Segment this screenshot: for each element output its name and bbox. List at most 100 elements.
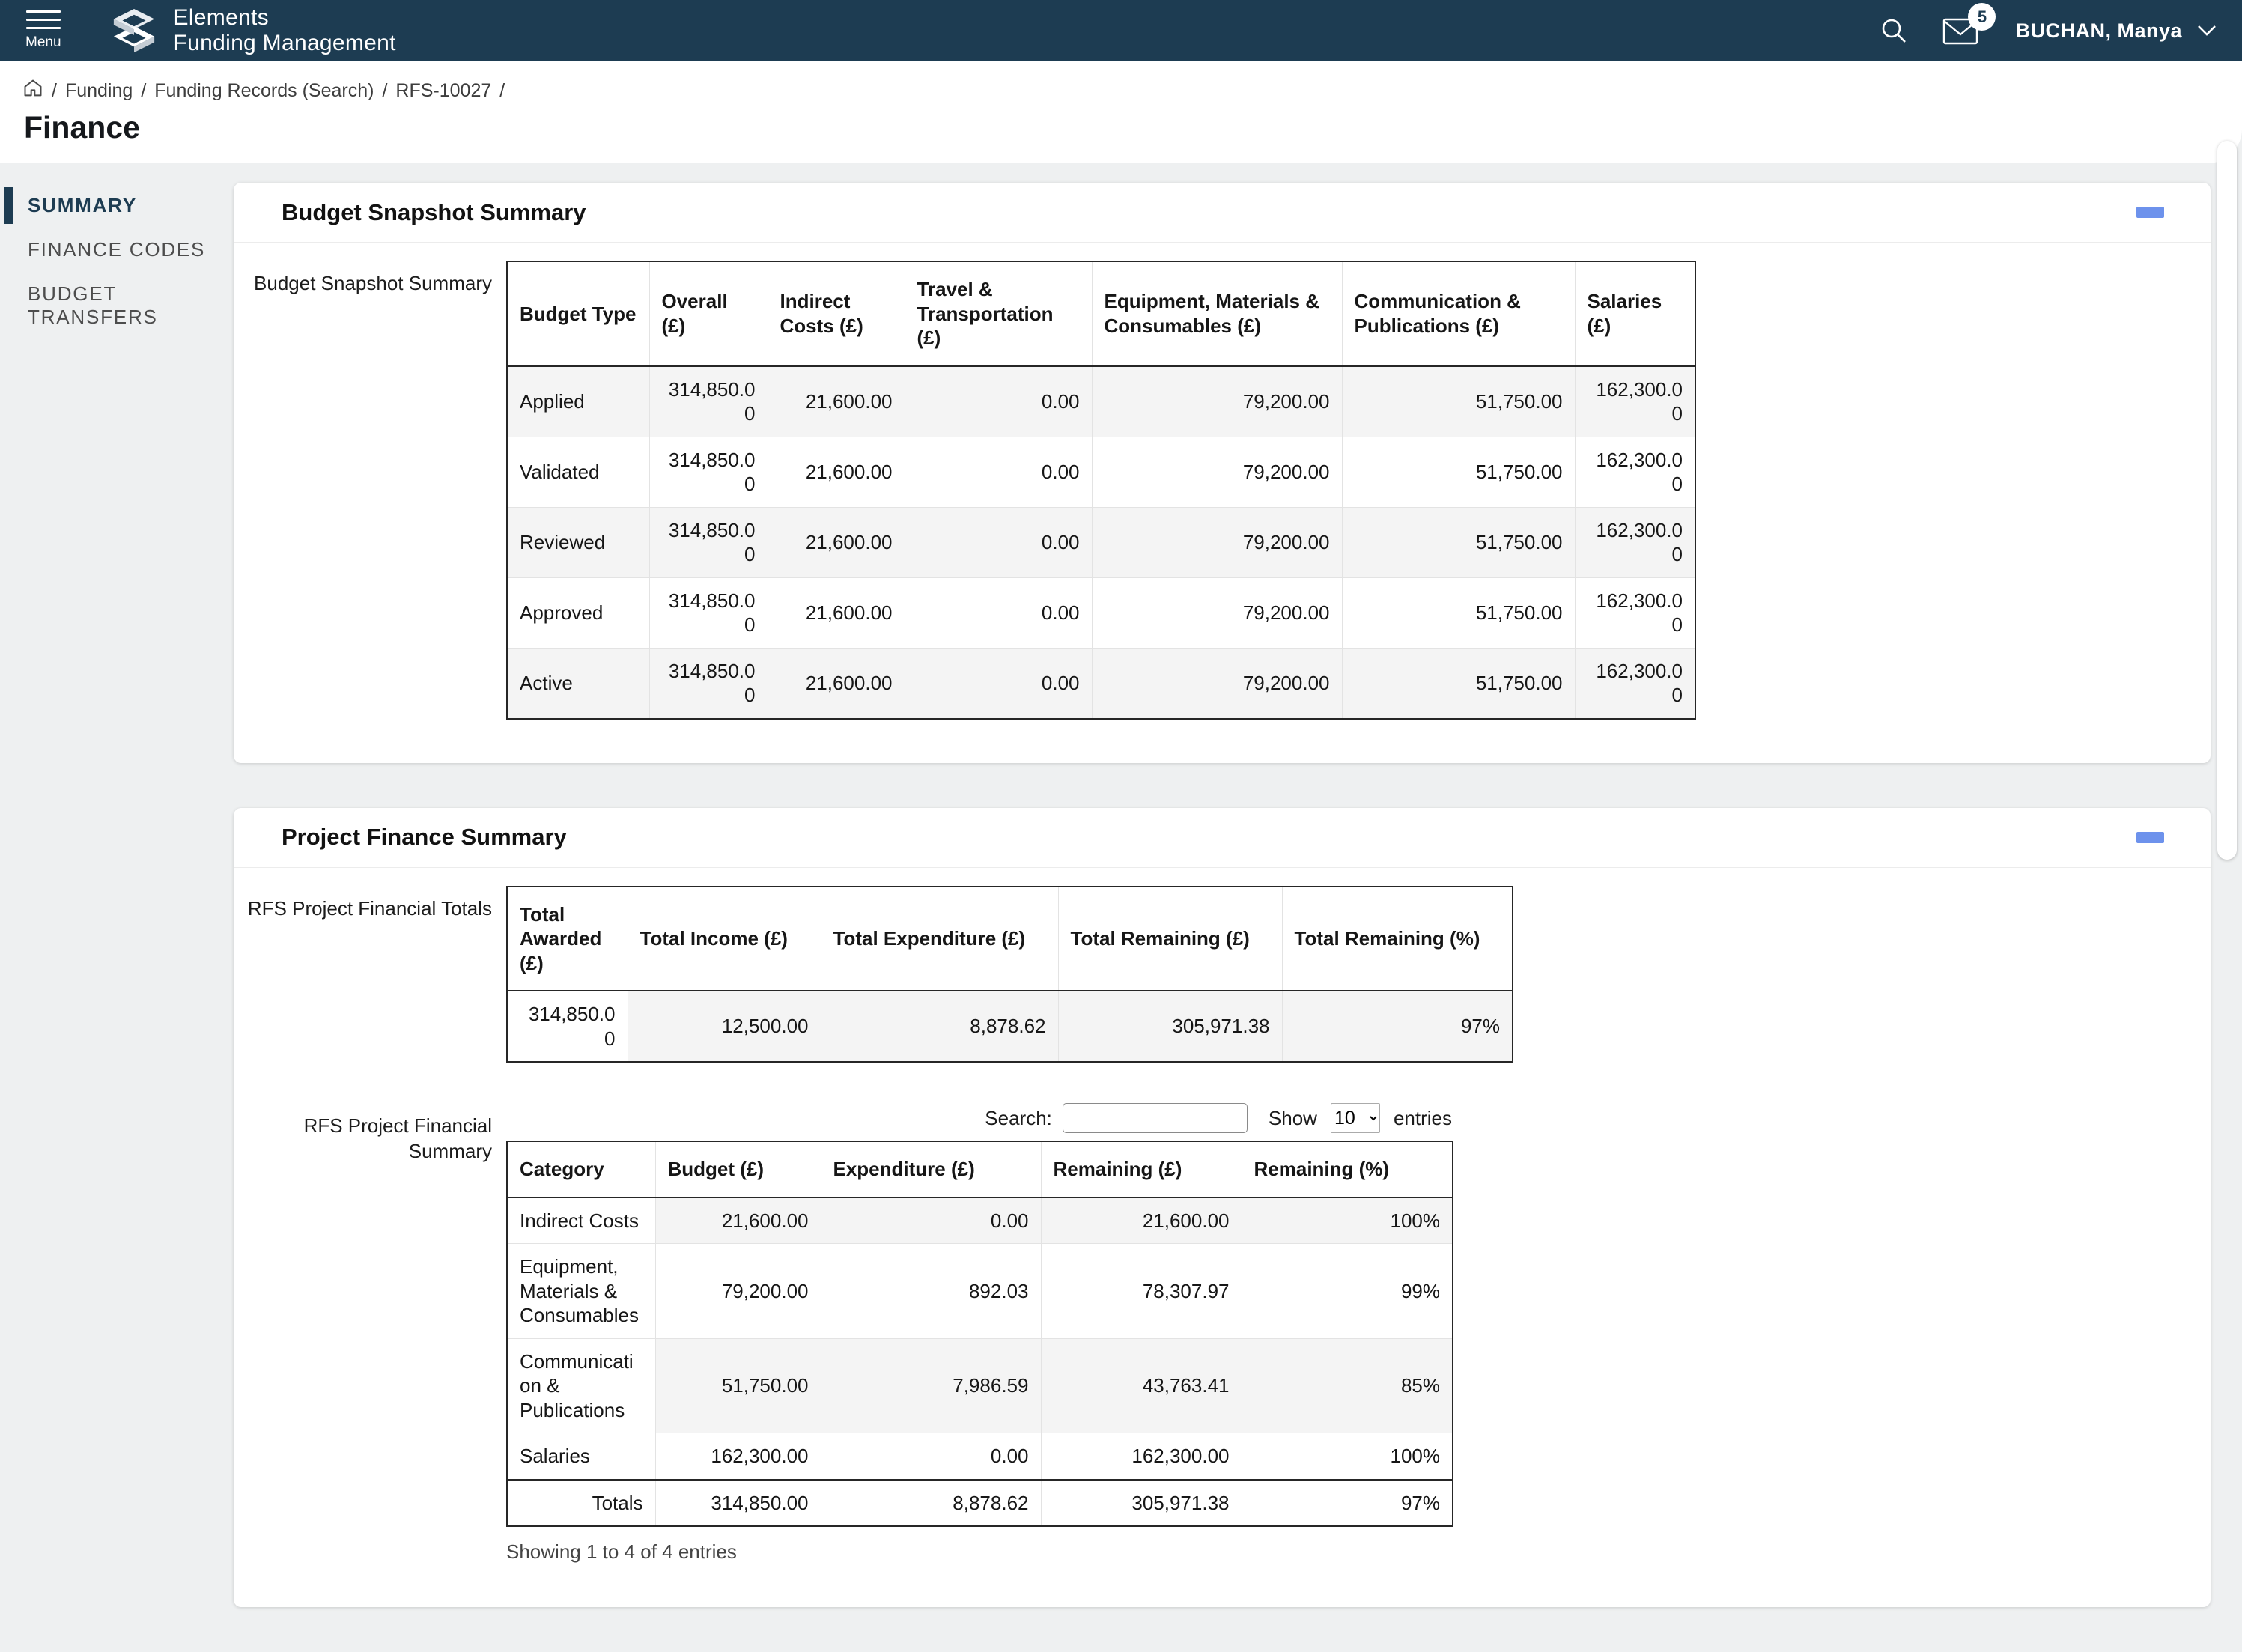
cell: 100% bbox=[1242, 1433, 1453, 1480]
cell: 21,600.00 bbox=[768, 648, 905, 719]
menu-label: Menu bbox=[25, 34, 61, 51]
user-menu[interactable]: BUCHAN, Manya bbox=[2015, 19, 2217, 43]
breadcrumb: /Funding/Funding Records (Search)/RFS-10… bbox=[22, 78, 2242, 104]
cell: Reviewed bbox=[507, 507, 649, 577]
column-header: Budget (£) bbox=[655, 1141, 821, 1197]
column-header: Total Income (£) bbox=[628, 887, 821, 991]
column-header: Budget Type bbox=[507, 261, 649, 366]
cell: 51,750.00 bbox=[1342, 366, 1575, 437]
cell: 51,750.00 bbox=[1342, 507, 1575, 577]
cell: 162,300.00 bbox=[1575, 507, 1695, 577]
page-size-select[interactable]: 10 bbox=[1331, 1103, 1380, 1133]
cell: 314,850.00 bbox=[649, 577, 768, 648]
cell: 162,300.00 bbox=[655, 1433, 821, 1480]
cell: 162,300.00 bbox=[1575, 577, 1695, 648]
menu-button[interactable]: Menu bbox=[25, 10, 61, 51]
field-label: Budget Snapshot Summary bbox=[234, 261, 506, 720]
table-row: 314,850.0012,500.008,878.62305,971.3897% bbox=[507, 991, 1513, 1062]
cell: Communication & Publications bbox=[507, 1338, 655, 1433]
breadcrumb-separator: / bbox=[499, 80, 505, 102]
cell: 79,200.00 bbox=[1092, 507, 1342, 577]
cell: 21,600.00 bbox=[768, 507, 905, 577]
cell: 79,200.00 bbox=[1092, 366, 1342, 437]
column-header: Expenditure (£) bbox=[821, 1141, 1041, 1197]
cell: 314,850.00 bbox=[649, 366, 768, 437]
breadcrumb-item[interactable]: RFS-10027 bbox=[395, 80, 491, 102]
cell: Validated bbox=[507, 437, 649, 507]
table-row: Salaries162,300.000.00162,300.00100% bbox=[507, 1433, 1453, 1480]
cell: 21,600.00 bbox=[768, 437, 905, 507]
breadcrumb-separator: / bbox=[52, 80, 57, 102]
cell: 162,300.00 bbox=[1575, 648, 1695, 719]
cell: 305,971.38 bbox=[1058, 991, 1282, 1062]
cell: 21,600.00 bbox=[768, 577, 905, 648]
cell: 43,763.41 bbox=[1041, 1338, 1242, 1433]
cell: 21,600.00 bbox=[768, 366, 905, 437]
cell: 51,750.00 bbox=[1342, 577, 1575, 648]
cell: Salaries bbox=[507, 1433, 655, 1480]
breadcrumb-item[interactable]: Funding bbox=[65, 80, 133, 102]
sidebar-item-summary[interactable]: SUMMARY bbox=[4, 187, 234, 224]
search-icon[interactable] bbox=[1880, 17, 1907, 44]
collapse-minus-icon[interactable] bbox=[2136, 207, 2164, 218]
table-row: Applied314,850.0021,600.000.0079,200.005… bbox=[507, 366, 1695, 437]
home-icon[interactable] bbox=[22, 78, 43, 104]
cell: 314,850.00 bbox=[649, 648, 768, 719]
cell: 0.00 bbox=[905, 366, 1092, 437]
cell: 314,850.00 bbox=[649, 437, 768, 507]
user-name: BUCHAN, Manya bbox=[2015, 19, 2182, 43]
cell: 8,878.62 bbox=[821, 1480, 1041, 1527]
scrollbar-thumb[interactable] bbox=[2217, 141, 2237, 860]
table-row: Equipment, Materials & Consumables79,200… bbox=[507, 1244, 1453, 1339]
cell: 314,850.00 bbox=[507, 991, 628, 1062]
column-header: Remaining (%) bbox=[1242, 1141, 1453, 1197]
notifications-button[interactable]: 5 bbox=[1942, 15, 1981, 46]
hamburger-icon bbox=[26, 10, 61, 29]
cell: 162,300.00 bbox=[1041, 1433, 1242, 1480]
cell: 79,200.00 bbox=[1092, 437, 1342, 507]
cell: 85% bbox=[1242, 1338, 1453, 1433]
project-finance-card: Project Finance Summary RFS Project Fina… bbox=[234, 808, 2211, 1608]
search-label: Search: bbox=[985, 1107, 1052, 1130]
column-header: Remaining (£) bbox=[1041, 1141, 1242, 1197]
entries-label: entries bbox=[1394, 1107, 1452, 1130]
cell: Active bbox=[507, 648, 649, 719]
cell: Totals bbox=[507, 1480, 655, 1527]
sidebar-item-budget-transfers[interactable]: BUDGET TRANSFERS bbox=[4, 276, 234, 335]
cell: 21,600.00 bbox=[1041, 1197, 1242, 1244]
cell: 21,600.00 bbox=[655, 1197, 821, 1244]
breadcrumb-item[interactable]: Funding Records (Search) bbox=[154, 80, 374, 102]
cell: 0.00 bbox=[821, 1197, 1041, 1244]
app-title: Elements Funding Management bbox=[174, 5, 396, 56]
cell: 51,750.00 bbox=[1342, 648, 1575, 719]
collapse-minus-icon[interactable] bbox=[2136, 832, 2164, 843]
cell: 79,200.00 bbox=[1092, 577, 1342, 648]
cell: Approved bbox=[507, 577, 649, 648]
section-sidebar: SUMMARY FINANCE CODES BUDGET TRANSFERS bbox=[0, 183, 234, 343]
budget-snapshot-card: Budget Snapshot Summary Budget Snapshot … bbox=[234, 183, 2211, 763]
cell: 314,850.00 bbox=[655, 1480, 821, 1527]
cell: 97% bbox=[1242, 1480, 1453, 1527]
page-title: Finance bbox=[24, 110, 2242, 145]
cell: 12,500.00 bbox=[628, 991, 821, 1062]
cell: Indirect Costs bbox=[507, 1197, 655, 1244]
table-row: Communication & Publications51,750.007,9… bbox=[507, 1338, 1453, 1433]
cell: 78,307.97 bbox=[1041, 1244, 1242, 1339]
table-row: Validated314,850.0021,600.000.0079,200.0… bbox=[507, 437, 1695, 507]
cell: 100% bbox=[1242, 1197, 1453, 1244]
column-header: Total Remaining (%) bbox=[1282, 887, 1513, 991]
column-header: Travel & Transportation (£) bbox=[905, 261, 1092, 366]
search-input[interactable] bbox=[1063, 1103, 1248, 1133]
cell: 0.00 bbox=[905, 577, 1092, 648]
cell: 162,300.00 bbox=[1575, 437, 1695, 507]
showing-entries-text: Showing 1 to 4 of 4 entries bbox=[506, 1540, 2181, 1564]
cell: 305,971.38 bbox=[1041, 1480, 1242, 1527]
cell: 0.00 bbox=[905, 507, 1092, 577]
chevron-down-icon bbox=[2197, 25, 2217, 37]
cell: 7,986.59 bbox=[821, 1338, 1041, 1433]
cell: 0.00 bbox=[821, 1433, 1041, 1480]
cell: 8,878.62 bbox=[821, 991, 1058, 1062]
column-header: Equipment, Materials & Consumables (£) bbox=[1092, 261, 1342, 366]
sidebar-item-finance-codes[interactable]: FINANCE CODES bbox=[4, 231, 234, 268]
notification-badge: 5 bbox=[1968, 3, 1996, 31]
